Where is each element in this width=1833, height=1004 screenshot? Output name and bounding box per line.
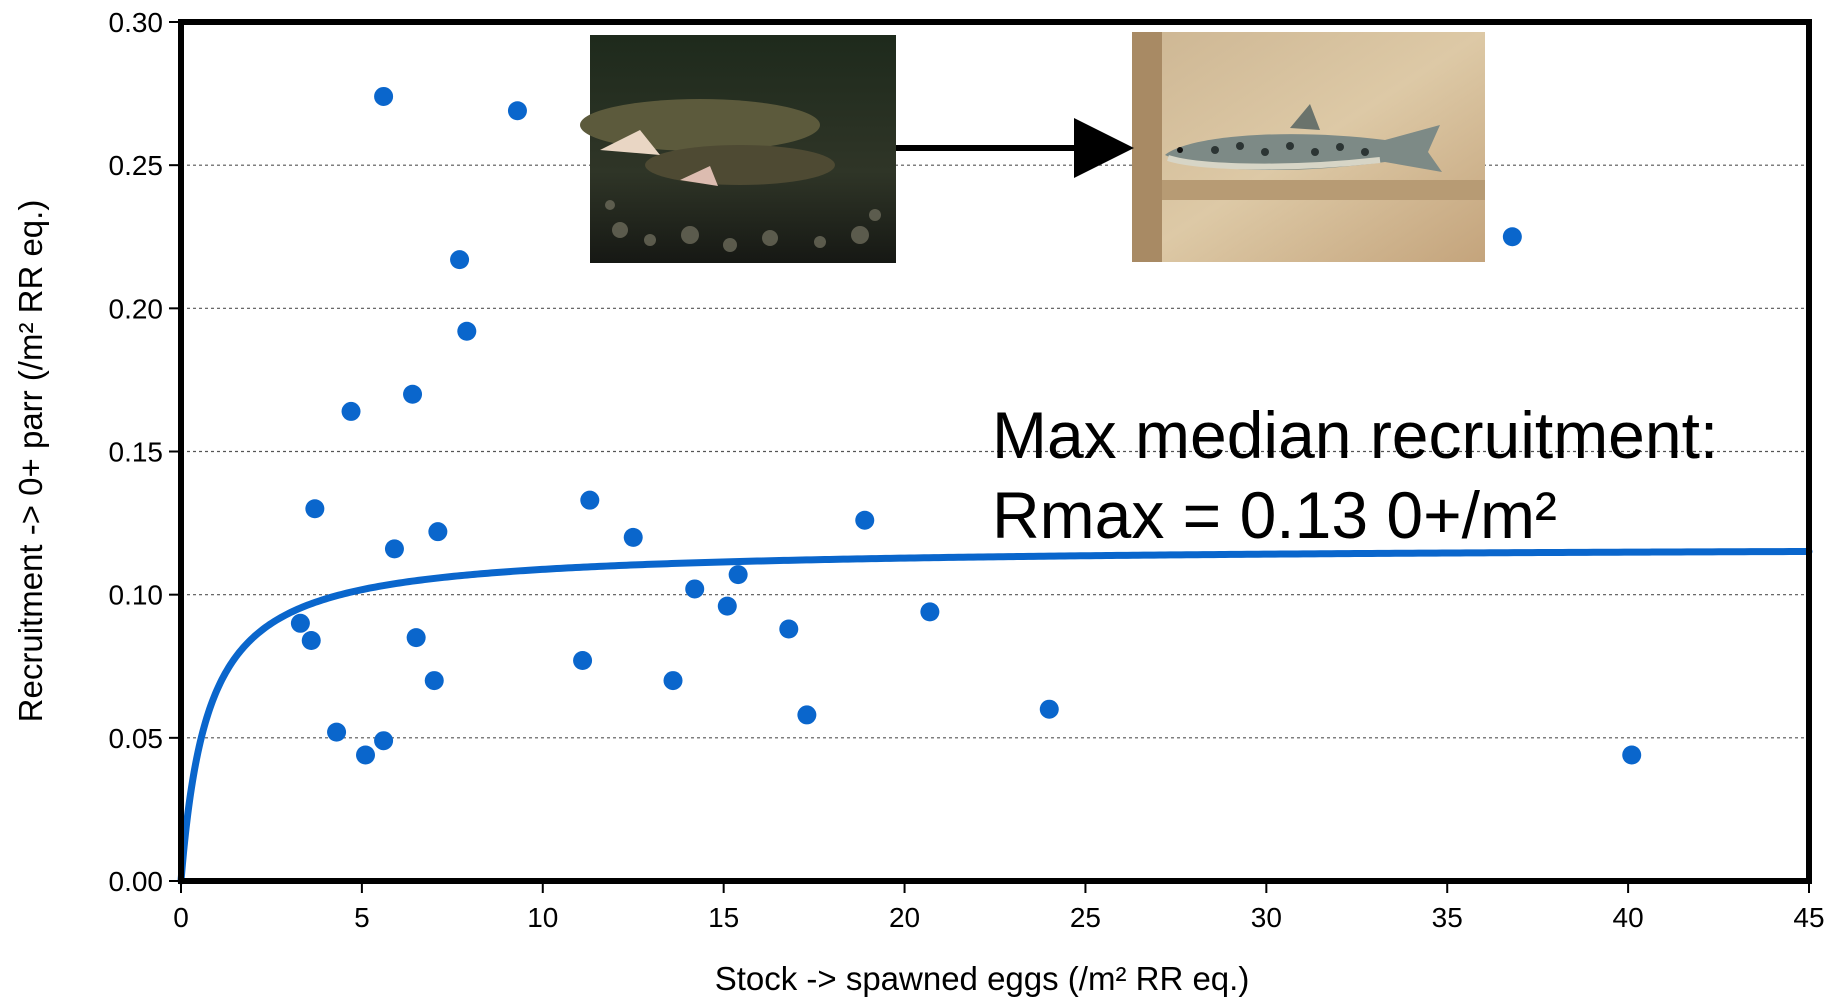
data-point [457, 321, 477, 341]
data-point [327, 722, 347, 742]
y-tick-label: 0.20 [109, 293, 164, 324]
annotation-line2: Rmax = 0.13 0+/m² [992, 478, 1557, 552]
data-point [685, 579, 705, 599]
data-point [1622, 745, 1642, 765]
data-point [384, 539, 404, 559]
x-tick-label: 10 [527, 902, 558, 933]
grid-lines [181, 164, 1809, 739]
data-point [855, 510, 875, 530]
data-point [403, 384, 423, 404]
y-tick-label: 0.05 [109, 723, 164, 754]
points-layer [290, 86, 1642, 765]
data-point [406, 628, 426, 648]
data-point [301, 630, 321, 650]
data-point [290, 613, 310, 633]
y-tick-label: 0.25 [109, 150, 164, 181]
recruitment-curve [177, 547, 1813, 885]
x-tick-label: 15 [708, 902, 739, 933]
data-point [305, 499, 325, 519]
data-point [341, 401, 361, 421]
spawning-salmon-photo [580, 35, 896, 263]
y-tick-label: 0.10 [109, 580, 164, 611]
data-point [797, 705, 817, 725]
data-point [1502, 227, 1522, 247]
data-point [356, 745, 376, 765]
curve-layer [177, 547, 1813, 885]
x-tick-label: 25 [1070, 902, 1101, 933]
data-point [374, 86, 394, 106]
y-tick-label: 0.30 [109, 7, 164, 38]
y-tick-label: 0.00 [109, 866, 164, 897]
data-point [580, 490, 600, 510]
x-tick-label: 45 [1793, 902, 1824, 933]
data-point [623, 527, 643, 547]
juvenile-parr-photo [1132, 32, 1485, 262]
x-tick-label: 20 [889, 902, 920, 933]
x-axis-title: Stock -> spawned eggs (/m² RR eq.) [715, 960, 1250, 997]
annotation-line1: Max median recruitment: [992, 398, 1718, 472]
x-tick-label: 30 [1251, 902, 1282, 933]
data-point [507, 101, 527, 121]
data-point [779, 619, 799, 639]
data-point [428, 522, 448, 542]
data-point [424, 671, 444, 691]
axes-layer: 0.00 0.05 0.10 0.15 0.20 0.25 0.30 0 5 10 15 20 25 30… [109, 7, 1825, 933]
y-tick-label: 0.15 [109, 437, 164, 468]
x-tick-label: 35 [1432, 902, 1463, 933]
x-tick-label: 0 [173, 902, 189, 933]
data-point [374, 731, 394, 751]
data-point [717, 596, 737, 616]
data-point [573, 651, 593, 671]
data-point [728, 565, 748, 585]
x-tick-label: 5 [354, 902, 370, 933]
data-point [663, 671, 683, 691]
x-tick-label: 40 [1613, 902, 1644, 933]
plot-frame [178, 19, 1812, 884]
y-axis-title: Recruitment -> 0+ parr (/m² RR eq.) [12, 200, 49, 723]
data-point [450, 250, 470, 270]
data-point [1039, 699, 1059, 719]
data-point [920, 602, 940, 622]
